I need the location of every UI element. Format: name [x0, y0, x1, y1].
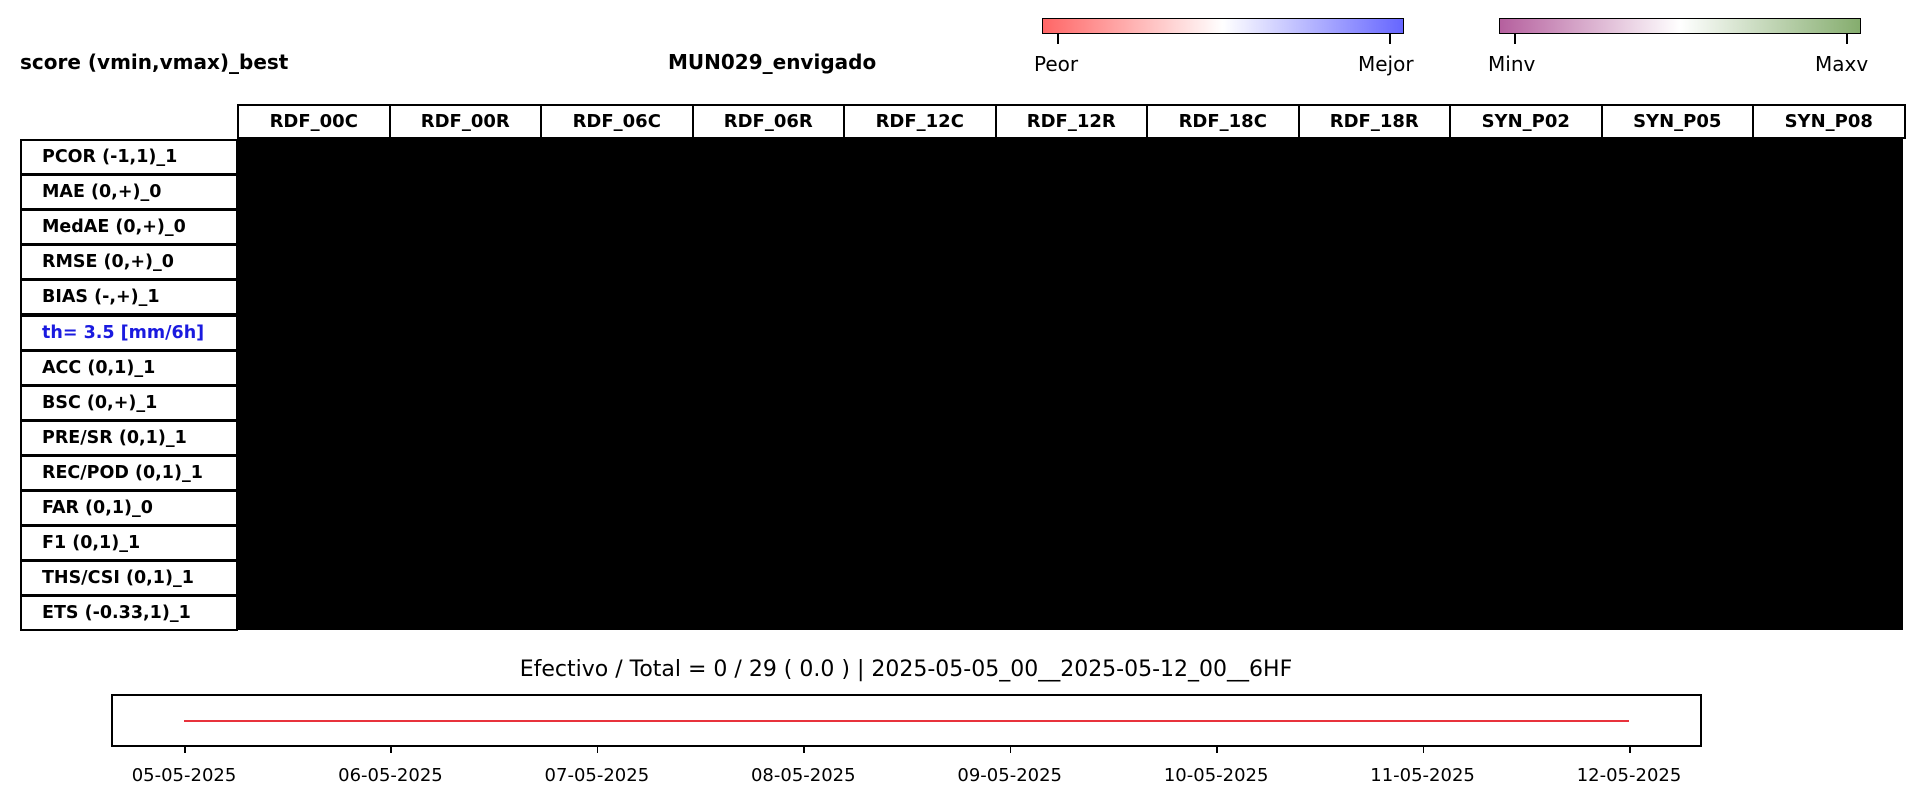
row-header: FAR (0,1)_0 — [20, 490, 238, 526]
date-tick-label: 10-05-2025 — [1163, 765, 1269, 786]
row-header: ETS (-0.33,1)_1 — [20, 595, 238, 632]
heatmap-cells — [237, 139, 1903, 630]
row-header: th= 3.5 [mm/6h] — [20, 314, 238, 351]
timeseries-line — [184, 720, 1629, 722]
column-header: SYN_P05 — [1600, 104, 1754, 139]
date-tick-label: 08-05-2025 — [750, 765, 856, 786]
column-header: RDF_06R — [691, 104, 845, 139]
date-tick-label: 11-05-2025 — [1370, 765, 1475, 786]
quality-colorbar — [1042, 18, 1404, 34]
date-tick-label: 06-05-2025 — [338, 765, 443, 786]
score-label: score (vmin,vmax)_best — [20, 50, 289, 74]
row-header: PRE/SR (0,1)_1 — [20, 419, 238, 456]
date-tick-label: 09-05-2025 — [957, 765, 1063, 786]
colorbar-left-label: Minv — [1488, 52, 1536, 76]
row-header: BSC (0,+)_1 — [20, 384, 238, 421]
colorbar-right-label: Maxv — [1815, 52, 1869, 76]
colorbar-right-label: Mejor — [1358, 52, 1414, 76]
row-header: PCOR (-1,1)_1 — [20, 139, 238, 175]
colorbar-tick — [1389, 34, 1391, 44]
date-tick — [1216, 746, 1218, 753]
timeseries-frame — [111, 694, 1702, 747]
colorbar-tick — [1057, 34, 1059, 44]
date-tick-label: 05-05-2025 — [131, 765, 237, 786]
column-header: RDF_06C — [540, 104, 694, 139]
date-tick-label: 07-05-2025 — [544, 765, 650, 786]
column-header: RDF_12C — [843, 104, 997, 139]
column-header: RDF_12R — [994, 104, 1148, 139]
date-tick — [1629, 746, 1631, 753]
date-tick — [1009, 746, 1012, 753]
column-header: RDF_18R — [1297, 104, 1451, 139]
column-header: SYN_P08 — [1752, 104, 1906, 139]
row-header: REC/POD (0,1)_1 — [20, 454, 238, 491]
row-header: F1 (0,1)_1 — [20, 525, 238, 562]
date-tick — [184, 746, 186, 753]
date-tick — [1422, 746, 1425, 753]
date-tick — [390, 746, 392, 753]
value-colorbar — [1499, 18, 1861, 34]
row-header: MAE (0,+)_0 — [20, 174, 238, 211]
date-tick — [803, 746, 805, 753]
column-header: RDF_18C — [1146, 104, 1300, 139]
station-title: MUN029_envigado — [668, 50, 877, 74]
colorbar-tick — [1846, 34, 1848, 44]
column-header: SYN_P02 — [1449, 104, 1603, 139]
colorbar-left-label: Peor — [1034, 52, 1079, 76]
column-header: RDF_00R — [388, 104, 542, 139]
row-header: MedAE (0,+)_0 — [20, 209, 238, 246]
colorbar-tick — [1514, 34, 1516, 44]
row-header: ACC (0,1)_1 — [20, 349, 238, 386]
summary-text: Efectivo / Total = 0 / 29 ( 0.0 ) | 2025… — [519, 657, 1293, 682]
date-tick — [596, 746, 599, 753]
row-header: THS/CSI (0,1)_1 — [20, 560, 238, 597]
date-tick-label: 12-05-2025 — [1576, 765, 1682, 786]
column-header: RDF_00C — [237, 104, 391, 139]
row-header: RMSE (0,+)_0 — [20, 244, 238, 281]
row-header: BIAS (-,+)_1 — [20, 279, 238, 316]
